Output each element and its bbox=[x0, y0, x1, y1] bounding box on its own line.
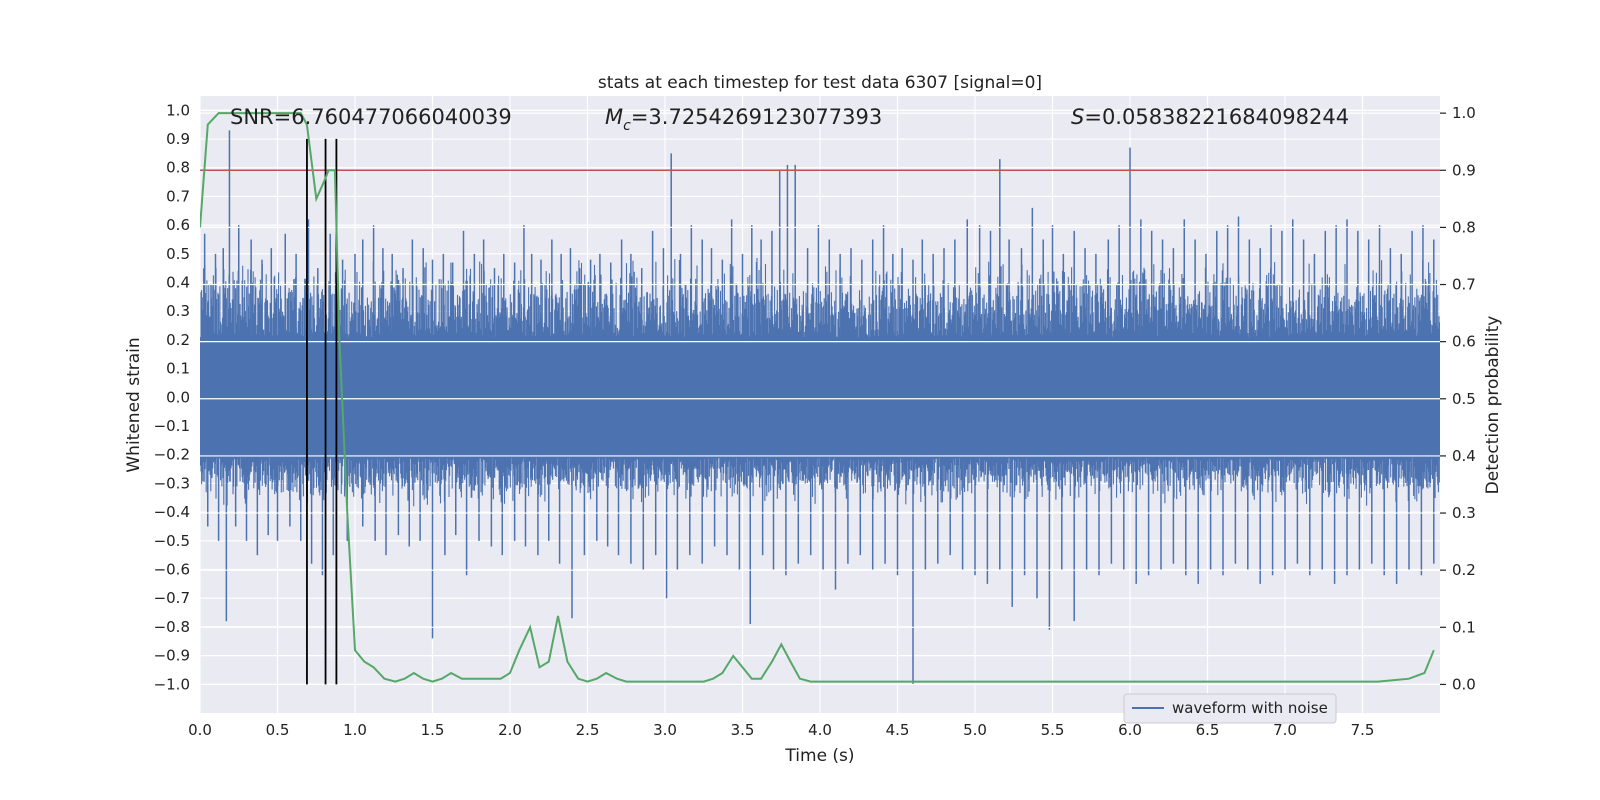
x-tick-label-4: 2.0 bbox=[498, 721, 522, 739]
left-tick-label-11: −0.1 bbox=[154, 417, 190, 435]
right-tick-label-3: 0.7 bbox=[1452, 276, 1476, 294]
mc-subscript: c bbox=[623, 118, 631, 134]
left-tick-label-12: −0.2 bbox=[154, 446, 190, 464]
x-tick-label-1: 0.5 bbox=[266, 721, 290, 739]
left-tick-label-20: −1.0 bbox=[154, 675, 190, 693]
right-tick-label-1: 0.9 bbox=[1452, 161, 1476, 179]
x-tick-label-11: 5.5 bbox=[1041, 721, 1065, 739]
mc-symbol: M bbox=[605, 105, 623, 129]
x-tick-label-0: 0.0 bbox=[188, 721, 212, 739]
left-tick-label-18: −0.8 bbox=[154, 618, 190, 636]
left-tick-label-17: −0.7 bbox=[154, 589, 190, 607]
chart-title: stats at each timestep for test data 630… bbox=[598, 73, 1042, 93]
left-tick-label-15: −0.5 bbox=[154, 532, 190, 550]
x-axis-ticks: 0.0 0.5 1.0 1.5 2.0 2.5 3.0 3.5 4.0 4.5 5.0 5.5 6.0 6… bbox=[188, 721, 1374, 739]
left-tick-label-0: 1.0 bbox=[166, 101, 190, 119]
x-tick-label-6: 3.0 bbox=[653, 721, 677, 739]
left-tick-label-6: 0.4 bbox=[166, 274, 190, 292]
waveform-dense-band bbox=[200, 337, 1440, 458]
legend-box bbox=[1123, 693, 1337, 724]
right-tick-label-7: 0.3 bbox=[1452, 504, 1476, 522]
snr-annotation: SNR=6.760477066040039 bbox=[230, 105, 512, 129]
left-tick-label-8: 0.2 bbox=[166, 331, 190, 349]
left-tick-label-19: −0.9 bbox=[154, 647, 190, 665]
detection-probability-line bbox=[200, 112, 1435, 683]
x-tick-label-5: 2.5 bbox=[576, 721, 600, 739]
x-tick-label-8: 4.0 bbox=[808, 721, 832, 739]
right-tick-label-5: 0.5 bbox=[1452, 390, 1476, 408]
left-tick-label-7: 0.3 bbox=[166, 302, 190, 320]
left-tick-label-16: −0.6 bbox=[154, 561, 190, 579]
x-tick-label-3: 1.5 bbox=[421, 721, 445, 739]
s-symbol: S bbox=[1071, 105, 1084, 129]
legend: waveform with noise bbox=[1123, 693, 1337, 724]
legend-label: waveform with noise bbox=[1172, 699, 1328, 717]
x-tick-label-9: 4.5 bbox=[886, 721, 910, 739]
left-tick-label-10: 0.0 bbox=[166, 388, 190, 406]
x-tick-label-12: 6.0 bbox=[1118, 721, 1142, 739]
mc-value: =3.7254269123077393 bbox=[631, 105, 882, 129]
s-value: =0.05838221684098244 bbox=[1084, 105, 1349, 129]
x-axis-label: Time (s) bbox=[784, 746, 854, 766]
right-tick-label-2: 0.8 bbox=[1452, 218, 1476, 236]
left-tick-label-4: 0.6 bbox=[166, 216, 190, 234]
x-tick-label-10: 5.0 bbox=[963, 721, 987, 739]
right-tick-label-9: 0.1 bbox=[1452, 618, 1476, 636]
right-tick-label-4: 0.6 bbox=[1452, 333, 1476, 351]
y-axis-label-right: Detection probability bbox=[1483, 316, 1503, 495]
left-tick-label-5: 0.5 bbox=[166, 245, 190, 263]
s-annotation: S=0.05838221684098244 bbox=[1071, 105, 1349, 129]
right-tick-label-6: 0.4 bbox=[1452, 447, 1476, 465]
right-tick-label-10: 0.0 bbox=[1452, 675, 1476, 693]
waveform-series bbox=[200, 130, 1440, 685]
x-tick-label-15: 7.5 bbox=[1351, 721, 1375, 739]
right-axis-ticks: 1.0 0.9 0.8 0.7 0.6 0.5 0.4 0.3 0.2 0.1 0.0 bbox=[1440, 104, 1476, 693]
left-tick-label-1: 0.9 bbox=[166, 130, 190, 148]
mc-annotation: Mc=3.7254269123077393 bbox=[605, 105, 882, 134]
left-tick-label-3: 0.7 bbox=[166, 187, 190, 205]
x-tick-label-7: 3.5 bbox=[731, 721, 755, 739]
left-tick-label-9: 0.1 bbox=[166, 360, 190, 378]
right-tick-label-0: 1.0 bbox=[1452, 104, 1476, 122]
x-tick-label-14: 7.0 bbox=[1273, 721, 1297, 739]
x-tick-label-2: 1.0 bbox=[343, 721, 367, 739]
x-tick-label-13: 6.5 bbox=[1196, 721, 1220, 739]
right-tick-label-8: 0.2 bbox=[1452, 561, 1476, 579]
left-tick-label-13: −0.3 bbox=[154, 474, 190, 492]
y-axis-label-left: Whitened strain bbox=[124, 337, 144, 472]
left-tick-label-14: −0.4 bbox=[154, 503, 190, 521]
left-axis-ticks: 1.0 0.9 0.8 0.7 0.6 0.5 0.4 0.3 0.2 0.1 0.0 −0.1 −0.… bbox=[154, 101, 190, 693]
left-tick-label-2: 0.8 bbox=[166, 159, 190, 177]
